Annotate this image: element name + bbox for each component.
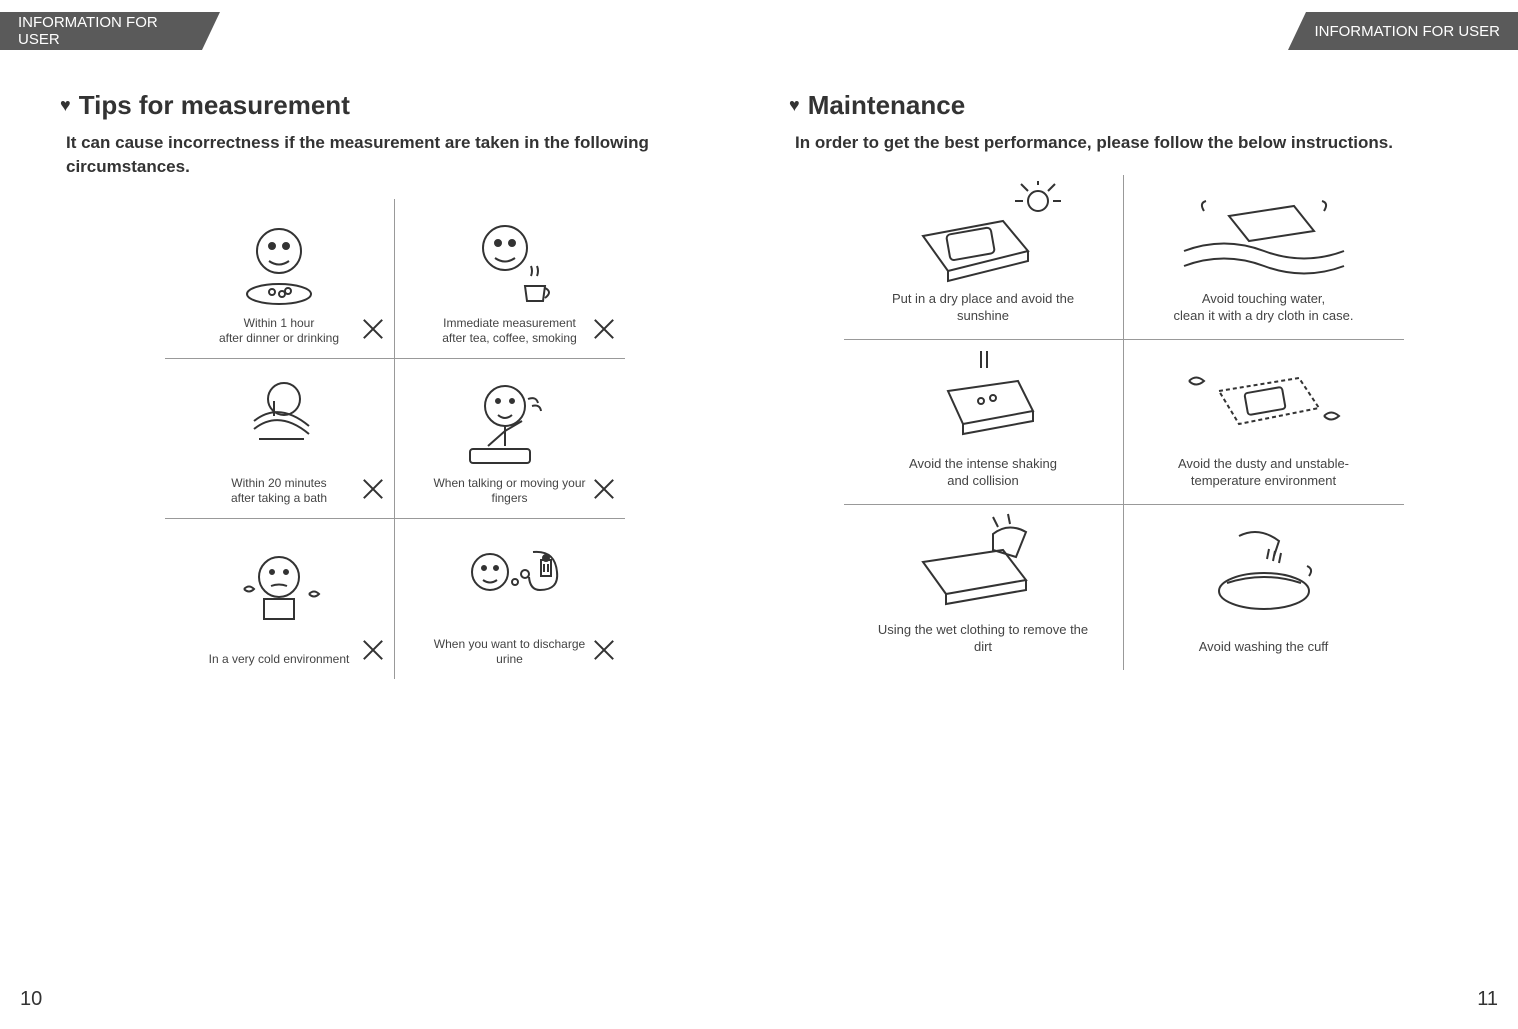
maint-cell: Avoid the dusty and unstable- temperatur… <box>1124 340 1404 505</box>
left-page: ♥ Tips for measurement It can cause inco… <box>30 80 759 689</box>
illustration-coffee <box>401 207 619 316</box>
maint-caption: Avoid touching water, clean it with a dr… <box>1174 291 1354 325</box>
maint-cell: Avoid washing the cuff <box>1124 505 1404 670</box>
x-mark-icon <box>362 478 384 500</box>
maint-caption: Avoid washing the cuff <box>1199 639 1329 656</box>
maint-caption: Put in a dry place and avoid the sunshin… <box>868 291 1098 325</box>
x-mark-icon <box>593 318 615 340</box>
illustration-sunshine <box>854 181 1113 291</box>
maintenance-subtitle: In order to get the best performance, pl… <box>795 131 1458 155</box>
illustration-shaking <box>854 346 1113 456</box>
maint-caption: Avoid the dusty and unstable- temperatur… <box>1178 456 1349 490</box>
x-mark-icon <box>362 318 384 340</box>
tips-caption: Immediate measurement after tea, coffee,… <box>442 316 577 346</box>
header-tab-right: INFORMATION FOR USER <box>1288 12 1518 50</box>
maint-cell: Using the wet clothing to remove the dir… <box>844 505 1124 670</box>
tips-caption: In a very cold environment <box>209 652 350 667</box>
tips-cell: Within 20 minutes after taking a bath <box>165 359 395 519</box>
maintenance-section-title: ♥ Maintenance <box>789 90 1458 121</box>
maintenance-grid: Put in a dry place and avoid the sunshin… <box>844 175 1404 670</box>
heart-icon: ♥ <box>60 95 71 116</box>
header-right-label: INFORMATION FOR USER <box>1314 23 1500 40</box>
page-content: ♥ Tips for measurement It can cause inco… <box>0 80 1518 689</box>
maint-caption: Avoid the intense shaking and collision <box>909 456 1057 490</box>
illustration-water <box>1134 181 1394 291</box>
maint-cell: Avoid the intense shaking and collision <box>844 340 1124 505</box>
tips-cell: When you want to discharge urine <box>395 519 625 679</box>
tips-cell: In a very cold environment <box>165 519 395 679</box>
illustration-cold <box>171 527 388 652</box>
header-tab-left: INFORMATION FOR USER <box>0 12 220 50</box>
maint-cell: Avoid touching water, clean it with a dr… <box>1124 175 1404 340</box>
illustration-wet-cloth <box>854 512 1113 622</box>
tips-cell: When talking or moving your fingers <box>395 359 625 519</box>
x-mark-icon <box>362 639 384 661</box>
tips-caption: When talking or moving your fingers <box>420 476 600 506</box>
illustration-talking <box>401 367 619 476</box>
x-mark-icon <box>593 478 615 500</box>
maint-cell: Put in a dry place and avoid the sunshin… <box>844 175 1124 340</box>
tips-subtitle: It can cause incorrectness if the measur… <box>66 131 729 179</box>
tips-grid: Within 1 hour after dinner or drinking I… <box>165 199 625 679</box>
tips-cell: Within 1 hour after dinner or drinking <box>165 199 395 359</box>
maint-caption: Using the wet clothing to remove the dir… <box>868 622 1098 656</box>
heart-icon: ♥ <box>789 95 800 116</box>
illustration-urine <box>401 527 619 637</box>
tips-title-text: Tips for measurement <box>79 90 350 121</box>
illustration-dusty <box>1134 346 1394 456</box>
illustration-dinner <box>171 207 388 316</box>
right-page: ♥ Maintenance In order to get the best p… <box>759 80 1488 689</box>
tips-caption: Within 20 minutes after taking a bath <box>231 476 327 506</box>
tips-section-title: ♥ Tips for measurement <box>60 90 729 121</box>
page-number-left: 10 <box>20 988 42 1011</box>
maintenance-title-text: Maintenance <box>808 90 966 121</box>
tips-caption: Within 1 hour after dinner or drinking <box>219 316 339 346</box>
x-mark-icon <box>593 639 615 661</box>
illustration-wash-cuff <box>1134 513 1394 639</box>
page-number-right: 11 <box>1477 988 1498 1011</box>
tips-caption: When you want to discharge urine <box>420 637 600 667</box>
header-left-label: INFORMATION FOR USER <box>18 14 202 48</box>
tips-cell: Immediate measurement after tea, coffee,… <box>395 199 625 359</box>
illustration-bath <box>171 367 388 476</box>
